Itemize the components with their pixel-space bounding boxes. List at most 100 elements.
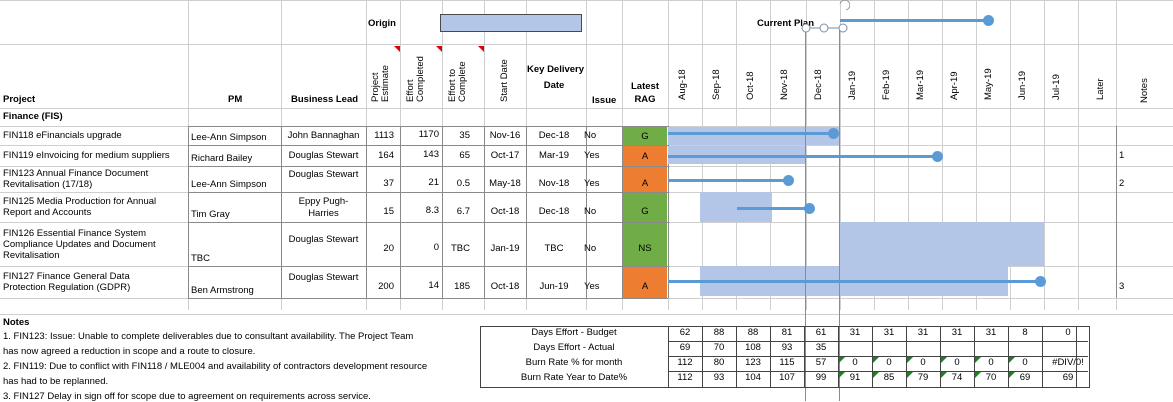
project-name: FIN126 Essential Finance System — [3, 227, 147, 239]
table-border — [281, 126, 282, 298]
table-border — [188, 222, 668, 223]
metric-value: 31 — [985, 327, 997, 338]
grid-column-line — [1044, 0, 1045, 310]
project-effort-to-complete: 0.5 — [456, 177, 470, 189]
table-border — [188, 126, 189, 298]
project-rag: G — [623, 127, 667, 145]
metric-value: 69 — [679, 342, 691, 353]
header-effort-to-complete: Effort to Complete — [447, 61, 468, 102]
cell-flag-marker — [873, 357, 879, 363]
project-delivery-date: Dec-18 — [538, 205, 570, 217]
metric-value: 88 — [747, 327, 759, 338]
plan-line-fin123 — [668, 179, 788, 182]
project-name: FIN119 eInvoicing for medium suppliers — [3, 150, 170, 161]
header-month-apr-19: Apr-19 — [949, 71, 960, 100]
table-border — [442, 126, 443, 298]
metric-value: 35 — [815, 342, 827, 353]
metric-value: 104 — [745, 372, 761, 383]
note-line: has now agreed a reduction in scope and … — [3, 346, 256, 357]
metric-value: 93 — [781, 342, 793, 353]
metric-value: 80 — [713, 357, 725, 368]
cell-flag-marker — [839, 357, 845, 363]
metric-value: 91 — [849, 372, 861, 383]
table-border — [188, 166, 668, 167]
grid-row-line — [0, 314, 1173, 315]
header-latest: Latest — [631, 81, 659, 92]
project-effort-to-complete: 185 — [454, 280, 470, 292]
metric-value: 69 — [1062, 372, 1074, 383]
metric-value: 115 — [779, 357, 795, 368]
header-project: Project — [3, 94, 36, 105]
table-border — [400, 126, 401, 298]
note-line: has had to be replanned. — [3, 376, 109, 387]
metric-value: 108 — [745, 342, 761, 353]
project-delivery-date: Mar-19 — [538, 150, 570, 161]
header-month-jul-19: Jul-19 — [1051, 74, 1062, 100]
header-month-jan-19: Jan-19 — [847, 70, 858, 100]
metrics-row-line — [668, 356, 1088, 357]
plan-line-fin125 — [737, 207, 809, 210]
plan-marker-fin119 — [932, 151, 943, 162]
project-name: Report and Accounts — [3, 207, 92, 218]
grid-row-line — [0, 0, 1173, 1]
table-border — [1116, 126, 1117, 298]
cell-flag-marker — [1009, 372, 1015, 378]
header-start-date: Start Date — [499, 59, 510, 102]
project-delivery-date: Jun-19 — [539, 280, 569, 292]
project-effort-completed: 0 — [433, 241, 439, 253]
project-effort-to-complete: 65 — [459, 150, 470, 161]
metric-value: 112 — [677, 372, 693, 383]
plan-line-fin119 — [668, 155, 938, 158]
today-marker-line-left — [805, 28, 806, 401]
today-marker-line-right — [839, 28, 840, 401]
metric-value: 93 — [713, 372, 725, 383]
project-business-lead: Harries — [308, 208, 339, 219]
header-month-feb-19: Feb-19 — [881, 69, 892, 100]
project-name: Revitalisation (17/18) — [3, 179, 93, 190]
today-marker-handle[interactable] — [800, 0, 850, 36]
metric-value: 0 — [852, 357, 858, 368]
project-estimate: 15 — [383, 205, 394, 217]
header-notes: Notes — [1139, 78, 1150, 103]
comment-marker-estimate — [394, 46, 400, 52]
plan-marker-fin127 — [1035, 276, 1046, 287]
cell-flag-marker — [873, 372, 879, 378]
cell-flag-marker — [1009, 357, 1015, 363]
project-estimate: 37 — [383, 177, 394, 189]
project-pm: Lee-Ann Simpson — [191, 179, 267, 190]
header-month-oct-18: Oct-18 — [745, 71, 756, 100]
metric-value: 0 — [954, 357, 960, 368]
project-business-lead: John Bannaghan — [287, 130, 360, 141]
metric-value: 0 — [1065, 327, 1071, 338]
table-border — [188, 192, 668, 193]
metric-value: 31 — [951, 327, 963, 338]
header-key-delivery: Key Delivery — [527, 64, 585, 75]
metrics-row-line — [668, 341, 1088, 342]
project-pm: Richard Bailey — [191, 153, 253, 164]
project-rag: A — [623, 146, 667, 166]
project-estimate: 200 — [378, 280, 394, 292]
project-effort-completed: 14 — [428, 279, 439, 291]
project-name: Revitalisation — [3, 249, 60, 261]
project-delivery-date: TBC — [544, 242, 564, 254]
table-border — [586, 126, 587, 298]
project-business-lead: Eppy Pugh- — [298, 196, 349, 207]
header-month-mar-19: Mar-19 — [915, 69, 926, 100]
metric-value: 74 — [951, 372, 963, 383]
project-pm: Lee-Ann Simpson — [191, 132, 267, 143]
project-estimate: 164 — [378, 150, 394, 161]
project-start-date: Nov-16 — [489, 130, 521, 141]
project-business-lead: Douglas Stewart — [288, 168, 359, 180]
comment-marker-to-complete — [478, 46, 484, 52]
project-note: 1 — [1119, 150, 1125, 161]
project-name: FIN127 Finance General Data — [3, 271, 130, 282]
project-issue: Yes — [584, 280, 600, 292]
header-effort-completed: Effort Completed — [405, 56, 426, 102]
project-rag: A — [623, 167, 667, 192]
cell-flag-marker — [941, 357, 947, 363]
metric-value: 112 — [677, 357, 693, 368]
project-effort-to-complete: 6.7 — [456, 205, 470, 217]
project-note: 2 — [1119, 177, 1125, 189]
table-border — [366, 126, 367, 298]
project-rag: NS — [623, 223, 667, 266]
